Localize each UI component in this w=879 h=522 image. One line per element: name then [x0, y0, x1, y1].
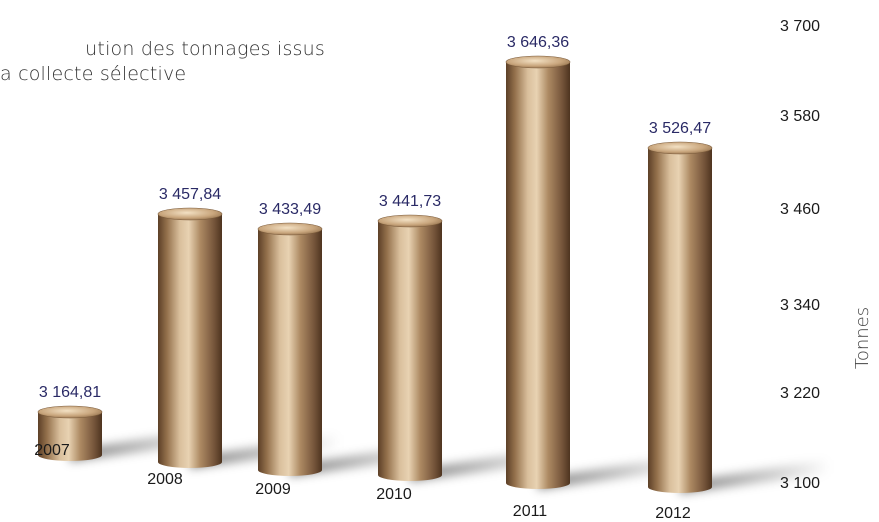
bar-2012 — [648, 148, 712, 493]
y-tick-label-3700: 3 700 — [780, 18, 820, 35]
y-tick-label-3460: 3 460 — [780, 201, 820, 218]
chart-title-line-1: ution des tonnages issus — [85, 38, 325, 60]
bar-shadow-2012 — [680, 459, 830, 493]
bar-cap-2009 — [257, 222, 323, 236]
y-axis-title: Tonnes — [852, 307, 873, 369]
bar-2009 — [258, 229, 322, 476]
value-label-2012: 3 526,47 — [649, 120, 711, 137]
y-tick-label-3580: 3 580 — [780, 108, 820, 125]
year-label-2012: 2012 — [655, 505, 691, 522]
value-label-2009: 3 433,49 — [259, 201, 321, 218]
y-axis: 3 100 3 220 3 340 3 460 3 580 3 700 Tonnes — [780, 18, 873, 492]
data-labels: 3 164,81 2007 3 457,84 2008 3 433,49 2009 3 44… — [34, 34, 711, 522]
y-tick-label-3100: 3 100 — [780, 475, 820, 492]
bar-cap-2007 — [37, 405, 103, 419]
value-label-2007: 3 164,81 — [39, 384, 101, 401]
y-tick-label-3340: 3 340 — [780, 297, 820, 314]
bar-2008 — [158, 214, 222, 468]
bar-cap-2012 — [647, 141, 713, 155]
chart-title: ution des tonnages issus a collecte séle… — [0, 37, 325, 87]
year-label-2009: 2009 — [255, 481, 291, 498]
value-label-2008: 3 457,84 — [159, 186, 221, 203]
bar-2007 — [38, 412, 102, 461]
chart-title-line-2: a collecte sélective — [0, 63, 187, 85]
bar-2011 — [506, 62, 570, 489]
year-label-2010: 2010 — [376, 486, 412, 503]
value-label-2011: 3 646,36 — [507, 34, 569, 51]
bars — [37, 55, 713, 493]
bar-cap-2008 — [157, 207, 223, 221]
y-tick-label-3220: 3 220 — [780, 385, 820, 402]
bar-cap-2010 — [377, 214, 443, 228]
value-label-2010: 3 441,73 — [379, 193, 441, 210]
year-label-2011: 2011 — [513, 503, 548, 520]
bar-2010 — [378, 221, 442, 481]
bar-cap-2011 — [505, 55, 571, 69]
year-label-2007: 2007 — [34, 442, 70, 459]
year-label-2008: 2008 — [147, 471, 183, 488]
